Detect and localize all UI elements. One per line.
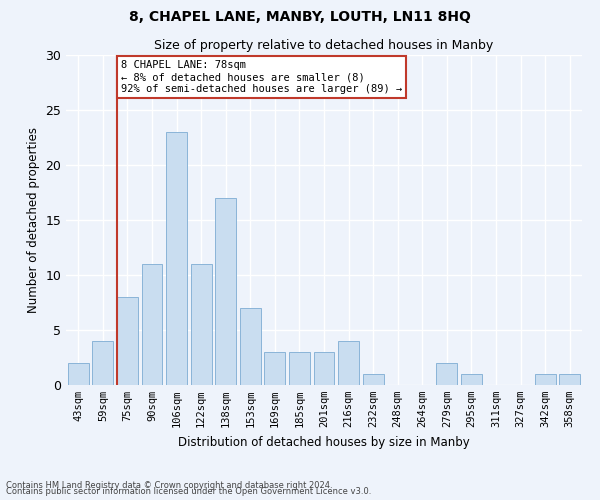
Bar bbox=[436, 363, 457, 385]
Text: 8 CHAPEL LANE: 78sqm
← 8% of detached houses are smaller (8)
92% of semi-detache: 8 CHAPEL LANE: 78sqm ← 8% of detached ho… bbox=[121, 60, 402, 94]
Y-axis label: Number of detached properties: Number of detached properties bbox=[27, 127, 40, 313]
Bar bbox=[68, 363, 89, 385]
Bar bbox=[117, 297, 138, 385]
Text: Contains HM Land Registry data © Crown copyright and database right 2024.: Contains HM Land Registry data © Crown c… bbox=[6, 481, 332, 490]
Bar bbox=[215, 198, 236, 385]
Bar bbox=[191, 264, 212, 385]
Bar bbox=[92, 341, 113, 385]
Title: Size of property relative to detached houses in Manby: Size of property relative to detached ho… bbox=[154, 40, 494, 52]
Bar bbox=[166, 132, 187, 385]
Bar bbox=[289, 352, 310, 385]
Bar bbox=[142, 264, 163, 385]
X-axis label: Distribution of detached houses by size in Manby: Distribution of detached houses by size … bbox=[178, 436, 470, 448]
Bar bbox=[535, 374, 556, 385]
Bar bbox=[461, 374, 482, 385]
Bar bbox=[559, 374, 580, 385]
Bar bbox=[362, 374, 383, 385]
Bar bbox=[338, 341, 359, 385]
Text: 8, CHAPEL LANE, MANBY, LOUTH, LN11 8HQ: 8, CHAPEL LANE, MANBY, LOUTH, LN11 8HQ bbox=[129, 10, 471, 24]
Bar bbox=[265, 352, 286, 385]
Text: Contains public sector information licensed under the Open Government Licence v3: Contains public sector information licen… bbox=[6, 487, 371, 496]
Bar bbox=[314, 352, 334, 385]
Bar bbox=[240, 308, 261, 385]
